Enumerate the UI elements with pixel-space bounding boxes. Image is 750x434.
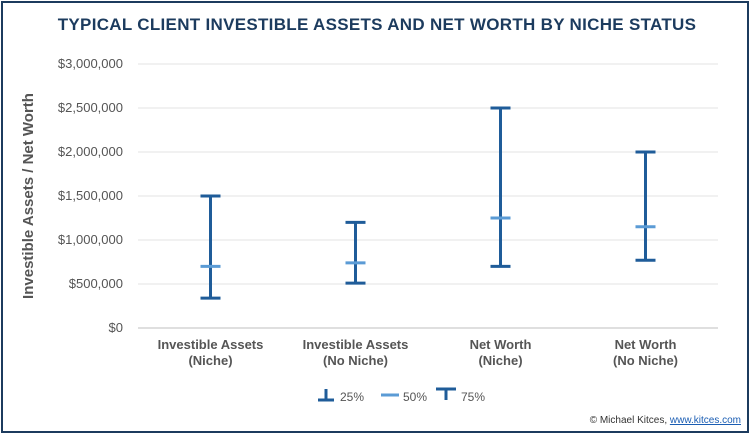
category-label: Net Worth <box>615 337 677 352</box>
category-label: Investible Assets <box>158 337 264 352</box>
credit-line: © Michael Kitces, www.kitces.com <box>590 415 741 426</box>
category-label: (No Niche) <box>323 353 388 368</box>
category-label: Net Worth <box>470 337 532 352</box>
category-label: Investible Assets <box>303 337 409 352</box>
y-tick-label: $1,500,000 <box>58 188 123 203</box>
y-tick-label: $2,500,000 <box>58 100 123 115</box>
y-tick-label: $1,000,000 <box>58 232 123 247</box>
chart-svg: $0 $500,000 $1,000,000 $1,500,000 $2,000,000… <box>20 56 718 404</box>
y-tick-label: $3,000,000 <box>58 56 123 71</box>
legend-75-label: 75% <box>461 390 485 404</box>
y-tick-label: $500,000 <box>69 276 123 291</box>
legend-25-label: 25% <box>340 390 364 404</box>
category-label: (Niche) <box>478 353 522 368</box>
category-label: (Niche) <box>188 353 232 368</box>
legend-50-label: 50% <box>403 390 427 404</box>
y-axis-label: Investible Assets / Net Worth <box>20 93 37 299</box>
chart-title: TYPICAL CLIENT INVESTIBLE ASSETS AND NET… <box>57 15 697 34</box>
credit-prefix: © Michael Kitces, <box>589 415 670 426</box>
category-label: (No Niche) <box>613 353 678 368</box>
credit-link[interactable]: www.kitces.com <box>669 415 741 426</box>
y-tick-label: $2,000,000 <box>58 144 123 159</box>
y-tick-label: $0 <box>109 320 123 335</box>
